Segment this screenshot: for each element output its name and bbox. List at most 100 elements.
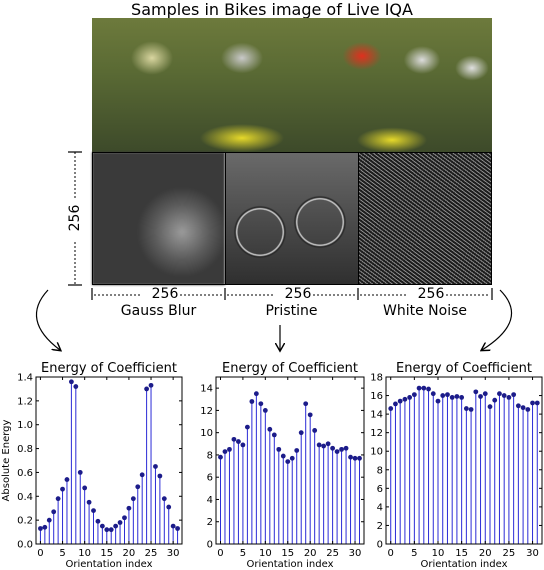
plot-frame bbox=[215, 376, 365, 545]
y-axis-label: Absolute Energy bbox=[1, 419, 12, 501]
stem-marker bbox=[397, 398, 403, 404]
stem-marker bbox=[325, 441, 331, 447]
stem-marker bbox=[130, 496, 136, 502]
stem-marker bbox=[520, 405, 526, 411]
stem-marker bbox=[253, 391, 259, 397]
plot-frame bbox=[35, 376, 183, 545]
stem-marker bbox=[244, 424, 250, 430]
y-tick-label: 1.0 bbox=[17, 420, 33, 431]
x-tick-label: 15 bbox=[455, 548, 468, 559]
stem-marker bbox=[73, 384, 79, 389]
stem-marker bbox=[108, 527, 114, 533]
x-tick-label: 25 bbox=[326, 548, 339, 559]
stem-marker bbox=[298, 430, 304, 436]
stem-marker bbox=[240, 442, 246, 448]
y-tick-label: 0.8 bbox=[17, 444, 33, 455]
figure-title: Samples in Bikes image of Live IQA bbox=[131, 0, 413, 19]
panel-label-white-noise: White Noise bbox=[383, 303, 467, 319]
x-axis-label: Orientation index bbox=[66, 559, 153, 570]
stem-marker bbox=[430, 391, 436, 397]
stem-marker bbox=[445, 392, 450, 398]
stem-marker bbox=[357, 455, 362, 461]
stem-marker bbox=[487, 404, 493, 410]
panel-divider bbox=[358, 152, 359, 285]
stem-marker bbox=[170, 523, 176, 529]
stem-marker bbox=[334, 449, 340, 454]
chart-title: Energy of Coefficient bbox=[396, 361, 532, 376]
y-tick-label: 4 bbox=[377, 502, 383, 513]
stem-marker bbox=[416, 385, 422, 391]
stem-marker bbox=[303, 401, 309, 407]
x-tick-label: 30 bbox=[349, 548, 362, 559]
y-tick-label: 8 bbox=[377, 465, 383, 476]
y-tick-label: 0 bbox=[377, 540, 383, 551]
panel-divider bbox=[225, 152, 226, 285]
stem-marker bbox=[55, 496, 61, 502]
stem-marker bbox=[530, 400, 535, 406]
x-tick-label: 5 bbox=[59, 548, 65, 559]
plot-frame bbox=[385, 376, 543, 545]
x-tick-label: 20 bbox=[304, 548, 317, 559]
stem-marker bbox=[388, 406, 394, 411]
stem-marker bbox=[285, 459, 291, 465]
stem-marker bbox=[258, 401, 264, 407]
bikes-photo bbox=[92, 18, 492, 152]
stem-marker bbox=[175, 526, 180, 531]
stem-marker bbox=[473, 389, 479, 395]
y-tick-label: 6 bbox=[207, 473, 213, 484]
horizontal-dimension bbox=[91, 288, 493, 300]
y-tick-label: 0.0 bbox=[17, 540, 33, 551]
x-tick-label: 0 bbox=[388, 548, 394, 559]
stem-marker bbox=[135, 484, 141, 490]
stem-marker bbox=[330, 445, 336, 451]
chart-title: Energy of Coefficient bbox=[41, 361, 177, 376]
arrows bbox=[35, 289, 513, 360]
y-tick-label: 1.2 bbox=[17, 396, 33, 407]
stem-marker bbox=[222, 449, 228, 454]
white-noise-panel bbox=[358, 152, 492, 285]
y-tick-label: 1.4 bbox=[17, 373, 33, 384]
y-tick-label: 8 bbox=[207, 450, 213, 461]
stem-marker bbox=[42, 524, 48, 530]
width-label-blur: 256 bbox=[151, 286, 179, 302]
y-tick-label: 0.6 bbox=[17, 468, 33, 479]
stem-marker bbox=[426, 386, 431, 392]
vertical-dimension bbox=[68, 151, 82, 286]
width-label-noise: 256 bbox=[417, 286, 445, 302]
stem-marker bbox=[482, 391, 488, 397]
stem-marker bbox=[435, 398, 441, 404]
stem-marker bbox=[352, 455, 358, 461]
stem-marker bbox=[525, 407, 531, 412]
stem-marker bbox=[440, 393, 446, 398]
x-axis-label: Orientation index bbox=[421, 559, 508, 570]
stem-marker bbox=[104, 527, 110, 533]
stem-marker bbox=[249, 399, 255, 404]
stem-marker bbox=[501, 393, 507, 398]
y-tick-label: 0.2 bbox=[17, 516, 33, 527]
stem-marker bbox=[316, 442, 322, 448]
stem-marker bbox=[289, 455, 295, 461]
stem-marker bbox=[411, 392, 417, 398]
y-tick-label: 16 bbox=[370, 391, 383, 402]
x-tick-label: 10 bbox=[432, 548, 445, 559]
energy-chart-gauss-blur: Energy of Coefficient 0 5 10 15 20 25 30 0.0 0.2 0… bbox=[1, 361, 183, 570]
arrow-right bbox=[482, 289, 513, 350]
stem-marker bbox=[463, 406, 469, 411]
stem-marker bbox=[454, 394, 460, 399]
stem-marker bbox=[321, 443, 327, 449]
stem-marker bbox=[77, 470, 83, 475]
stem-marker bbox=[267, 426, 273, 432]
stem-marker bbox=[86, 499, 92, 505]
y-tick-label: 4 bbox=[207, 495, 213, 506]
stem-marker bbox=[113, 523, 119, 529]
x-tick-label: 30 bbox=[167, 548, 180, 559]
stem-marker bbox=[161, 496, 167, 502]
stem-marker bbox=[276, 446, 282, 452]
stem-marker bbox=[393, 401, 398, 407]
y-tick-label: 12 bbox=[200, 406, 213, 417]
x-tick-label: 20 bbox=[123, 548, 136, 559]
energy-chart-white-noise: Energy of Coefficient 0 5 10 15 20 25 30 0 2 4 6 8 10… bbox=[370, 361, 543, 570]
stem-marker bbox=[95, 518, 101, 524]
stem-marker bbox=[99, 523, 105, 529]
stem-marker bbox=[157, 473, 163, 479]
